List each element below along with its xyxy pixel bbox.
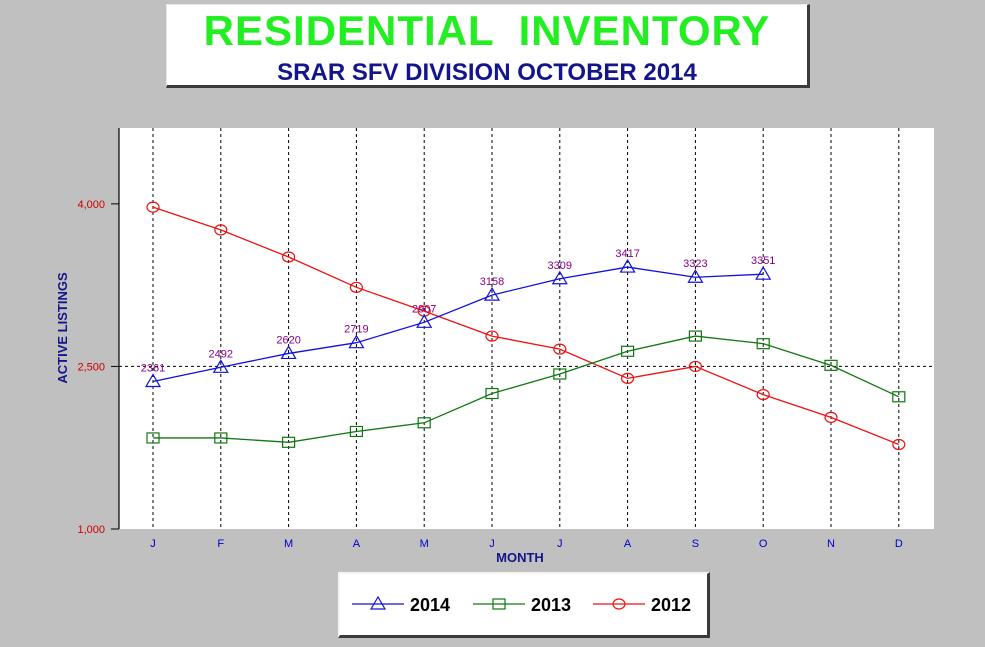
- legend-marker-2014: [369, 595, 387, 610]
- data-point-2012: [824, 411, 838, 423]
- data-label: 2907: [412, 303, 436, 315]
- data-point-2012: [485, 330, 499, 342]
- data-point-2013: [349, 425, 363, 438]
- data-point-2012: [349, 281, 363, 293]
- data-point-2014: [687, 269, 704, 283]
- data-point-2012: [892, 438, 906, 451]
- legend: 2014 2013 2012: [338, 572, 710, 638]
- series-line-2013: [153, 335, 900, 443]
- legend-label-2013: 2013: [531, 595, 571, 615]
- y-tick-label: 1,000: [77, 524, 105, 536]
- data-point-2013: [756, 338, 770, 350]
- data-point-2014: [551, 270, 568, 285]
- legend-svg: 2014 2013 2012: [352, 595, 691, 615]
- legend-marker-2012: [612, 598, 626, 610]
- y-tick-label: 4,000: [77, 199, 105, 211]
- data-label: 2719: [344, 324, 368, 336]
- x-tick-label: A: [624, 538, 632, 550]
- x-tick-label: M: [284, 538, 293, 550]
- legend-label-2014: 2014: [410, 595, 450, 615]
- x-tick-label: J: [150, 538, 156, 550]
- x-tick-label: N: [827, 538, 835, 550]
- data-point-2013: [146, 432, 160, 444]
- data-point-2014: [619, 258, 636, 273]
- data-point-2014: [280, 345, 297, 360]
- data-point-2012: [553, 343, 567, 355]
- legend-marker-2013: [492, 598, 506, 610]
- data-point-2013: [417, 417, 431, 429]
- x-tick-label: D: [895, 538, 903, 550]
- data-point-2014: [483, 286, 501, 301]
- data-label: 3417: [615, 248, 639, 260]
- data-labels: 2361 2492 2620 2719 2907 3158 3309 3417 3323 3351: [141, 248, 776, 374]
- data-point-2013: [620, 345, 635, 357]
- series-line-2014: [152, 266, 764, 383]
- x-tick-label: O: [759, 538, 768, 550]
- x-axis-title: MONTH: [496, 550, 544, 565]
- data-point-2014: [348, 334, 365, 349]
- data-label: 3158: [480, 276, 504, 288]
- data-point-2012: [214, 224, 228, 236]
- data-point-2013: [688, 330, 703, 342]
- y-axis-title: ACTIVE LISTINGS: [55, 272, 70, 384]
- y-tick-label: 2,500: [77, 361, 105, 373]
- series-group: [144, 201, 906, 451]
- x-tick-label: A: [353, 538, 361, 550]
- data-point-2013: [282, 436, 296, 448]
- legend-label-2012: 2012: [651, 595, 691, 615]
- y-ticks: 1,000 2,500 4,000: [77, 199, 119, 536]
- data-label: 3309: [548, 260, 572, 272]
- data-label: 3323: [683, 258, 707, 270]
- data-point-2012: [282, 251, 296, 263]
- data-label: 2361: [141, 362, 165, 374]
- data-point-2012: [688, 360, 703, 373]
- data-point-2013: [485, 387, 499, 400]
- x-tick-label: J: [557, 538, 563, 550]
- x-tick-label: J: [489, 538, 495, 550]
- data-point-2013: [214, 432, 228, 444]
- x-tick-label: F: [217, 538, 224, 550]
- data-point-2013: [892, 391, 906, 403]
- data-point-2014: [212, 359, 229, 373]
- chart-title: RESIDENTIAL INVENTORY: [203, 7, 771, 54]
- data-point-2014: [755, 266, 772, 280]
- title-panel: RESIDENTIAL INVENTORY SRAR SFV DIVISION …: [166, 4, 810, 88]
- data-label: 3351: [751, 255, 775, 267]
- plot-area: [119, 128, 934, 529]
- data-point-2013: [553, 368, 567, 380]
- series-line-2012: [152, 206, 900, 446]
- grid: [119, 128, 934, 529]
- data-point-2012: [146, 201, 160, 213]
- data-label: 2620: [276, 334, 300, 346]
- x-tick-label: S: [692, 538, 699, 550]
- data-point-2014: [416, 314, 433, 328]
- data-point-2014: [144, 373, 162, 388]
- data-point-2012: [756, 389, 770, 401]
- chart-subtitle: SRAR SFV DIVISION OCTOBER 2014: [277, 59, 697, 86]
- x-tick-label: M: [420, 538, 429, 550]
- data-label: 2492: [209, 348, 233, 360]
- data-point-2013: [824, 359, 838, 371]
- data-point-2012: [620, 372, 635, 384]
